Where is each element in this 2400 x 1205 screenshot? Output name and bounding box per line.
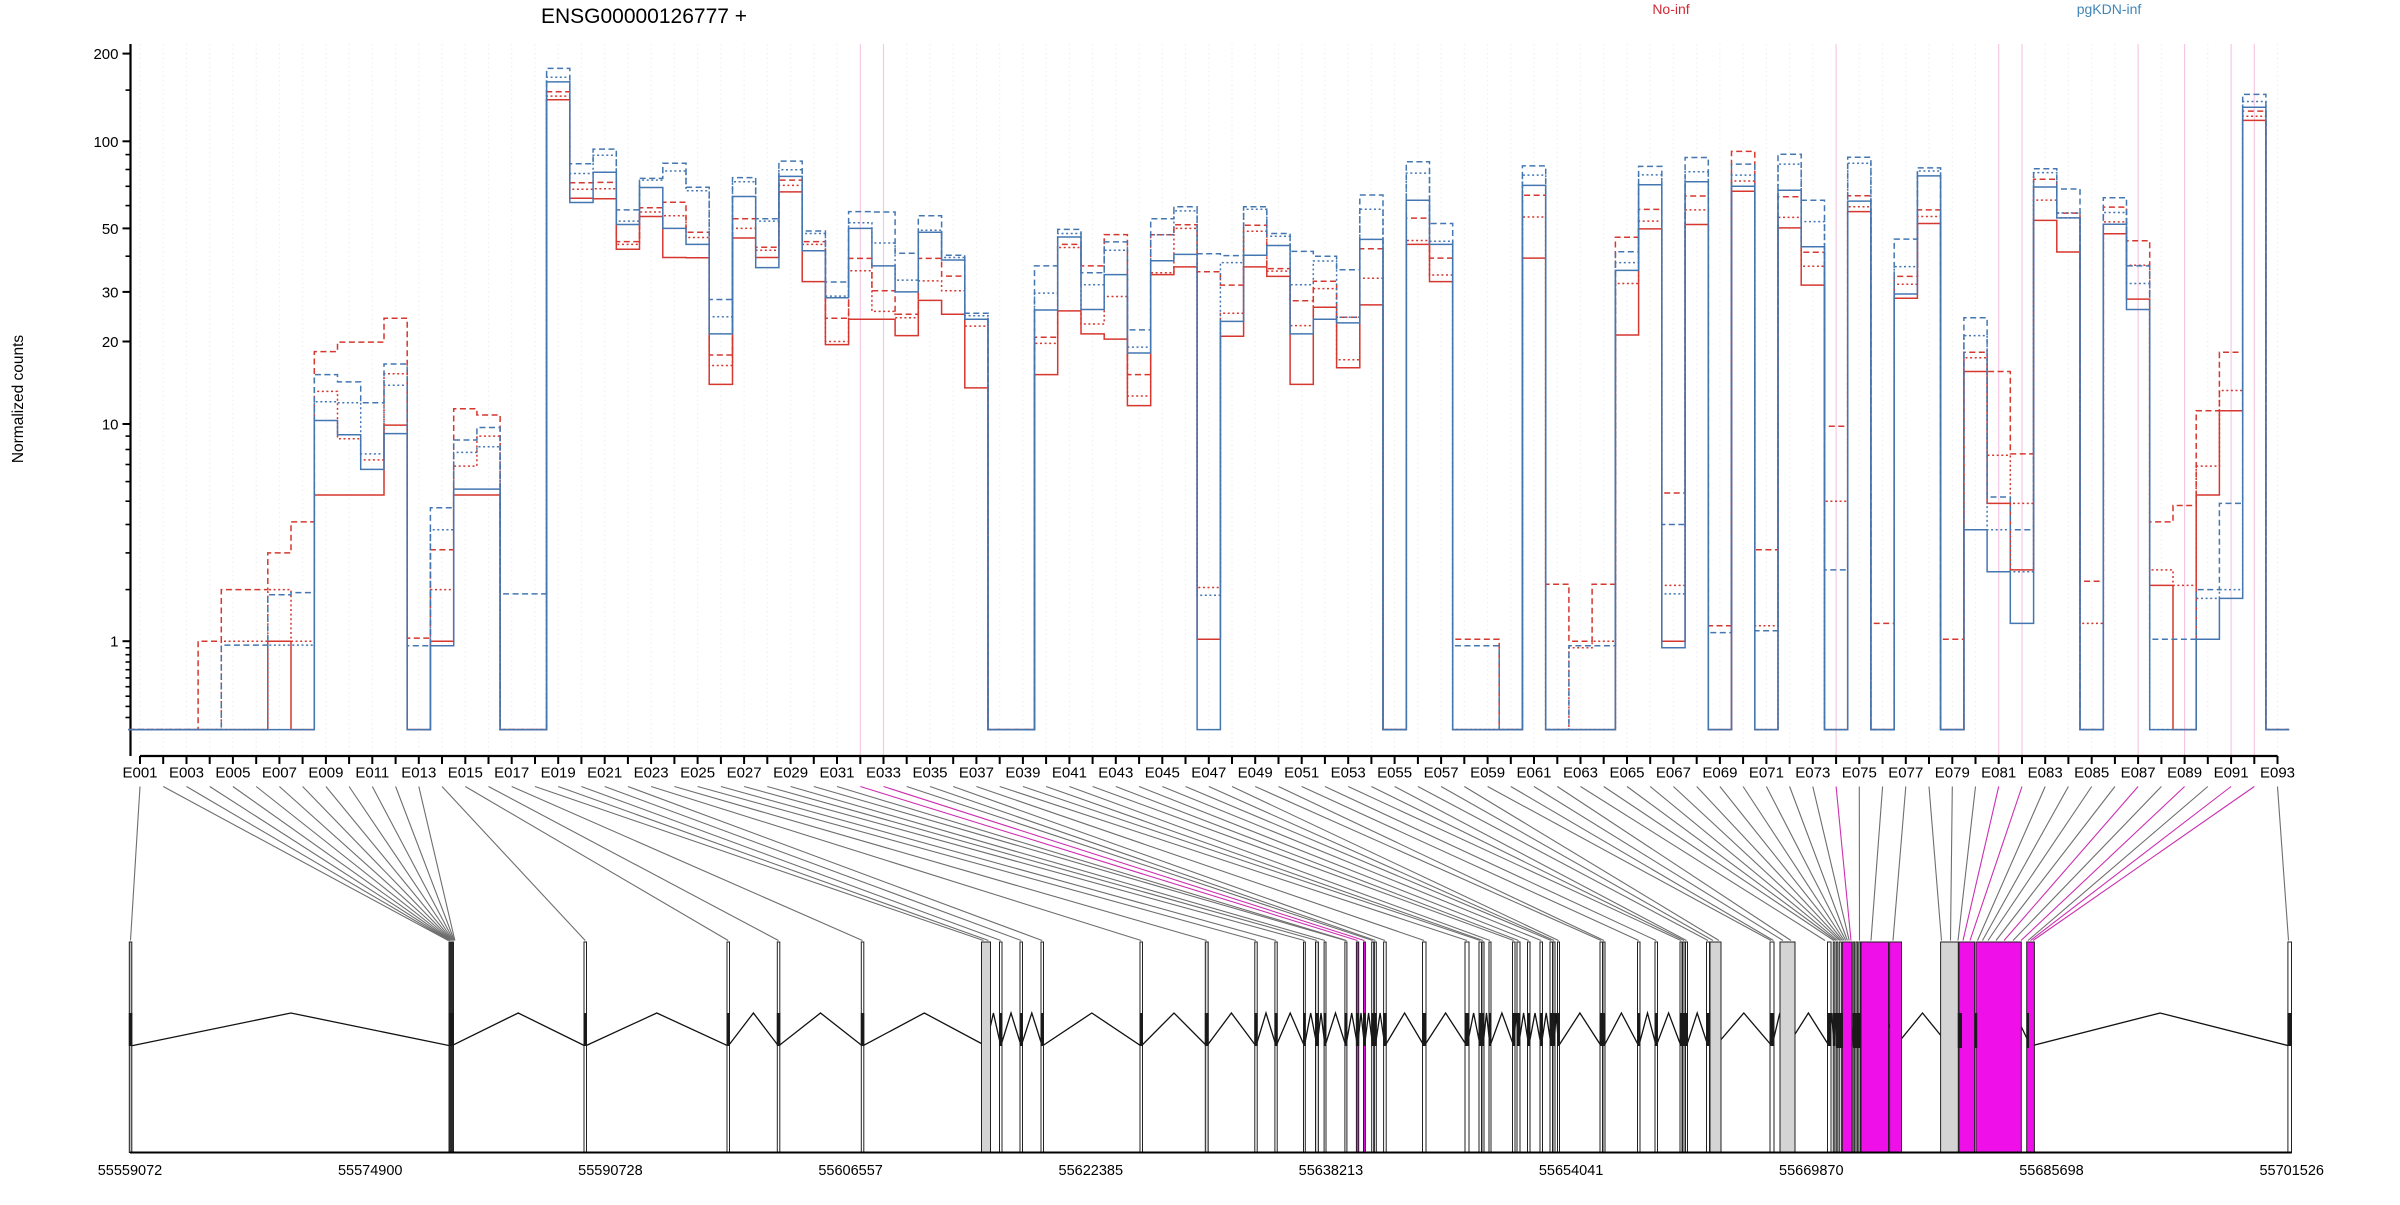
svg-text:55606557: 55606557 — [818, 1163, 883, 1179]
svg-text:55638213: 55638213 — [1299, 1163, 1364, 1179]
svg-text:E009: E009 — [308, 765, 343, 782]
svg-text:E019: E019 — [541, 765, 576, 782]
svg-text:E013: E013 — [401, 765, 436, 782]
svg-text:E003: E003 — [169, 765, 204, 782]
svg-text:E043: E043 — [1098, 765, 1133, 782]
svg-text:E033: E033 — [866, 765, 901, 782]
svg-text:E035: E035 — [912, 765, 947, 782]
svg-text:1: 1 — [110, 634, 118, 651]
svg-text:E037: E037 — [959, 765, 994, 782]
svg-text:55669870: 55669870 — [1779, 1163, 1844, 1179]
svg-text:E085: E085 — [2074, 765, 2109, 782]
svg-text:200: 200 — [93, 46, 118, 63]
svg-text:E067: E067 — [1656, 765, 1691, 782]
svg-text:E063: E063 — [1563, 765, 1598, 782]
svg-text:E005: E005 — [215, 765, 250, 782]
svg-text:pgKDN-inf: pgKDN-inf — [2077, 1, 2142, 17]
svg-text:E053: E053 — [1331, 765, 1366, 782]
svg-text:E069: E069 — [1702, 765, 1737, 782]
svg-text:E007: E007 — [262, 765, 297, 782]
svg-text:ENSG00000126777 +: ENSG00000126777 + — [541, 5, 747, 28]
svg-text:55685698: 55685698 — [2019, 1163, 2084, 1179]
svg-text:E045: E045 — [1145, 765, 1180, 782]
svg-text:No-inf: No-inf — [1652, 1, 1689, 17]
svg-text:E015: E015 — [448, 765, 483, 782]
svg-text:E039: E039 — [1005, 765, 1040, 782]
svg-text:E051: E051 — [1284, 765, 1319, 782]
svg-text:E057: E057 — [1424, 765, 1459, 782]
svg-text:20: 20 — [102, 334, 119, 351]
svg-text:E017: E017 — [494, 765, 529, 782]
svg-text:E089: E089 — [2167, 765, 2202, 782]
svg-text:E061: E061 — [1516, 765, 1551, 782]
svg-text:E065: E065 — [1609, 765, 1644, 782]
svg-text:E073: E073 — [1795, 765, 1830, 782]
svg-text:Normalized counts: Normalized counts — [10, 335, 27, 464]
svg-text:E075: E075 — [1842, 765, 1877, 782]
svg-text:55574900: 55574900 — [338, 1163, 403, 1179]
svg-text:E049: E049 — [1238, 765, 1273, 782]
svg-text:E071: E071 — [1749, 765, 1784, 782]
svg-text:E001: E001 — [122, 765, 157, 782]
svg-text:E025: E025 — [680, 765, 715, 782]
svg-text:E077: E077 — [1888, 765, 1923, 782]
svg-text:30: 30 — [102, 284, 119, 301]
svg-text:55654041: 55654041 — [1539, 1163, 1604, 1179]
svg-text:E027: E027 — [727, 765, 762, 782]
svg-text:E091: E091 — [2214, 765, 2249, 782]
svg-text:E029: E029 — [773, 765, 808, 782]
svg-text:E023: E023 — [634, 765, 669, 782]
svg-text:E059: E059 — [1470, 765, 1505, 782]
svg-text:E083: E083 — [2028, 765, 2063, 782]
svg-text:50: 50 — [102, 221, 119, 238]
svg-text:55590728: 55590728 — [578, 1163, 643, 1179]
svg-text:55622385: 55622385 — [1059, 1163, 1124, 1179]
svg-text:E041: E041 — [1052, 765, 1087, 782]
svg-text:100: 100 — [93, 134, 118, 151]
svg-text:E087: E087 — [2121, 765, 2156, 782]
svg-text:E011: E011 — [355, 765, 389, 782]
svg-text:E081: E081 — [1981, 765, 2016, 782]
svg-text:55559072: 55559072 — [98, 1163, 163, 1179]
svg-text:E047: E047 — [1191, 765, 1226, 782]
svg-text:55701526: 55701526 — [2259, 1163, 2324, 1179]
svg-text:E079: E079 — [1935, 765, 1970, 782]
svg-text:E055: E055 — [1377, 765, 1412, 782]
svg-text:E021: E021 — [587, 765, 622, 782]
svg-text:E031: E031 — [819, 765, 854, 782]
svg-text:E093: E093 — [2260, 765, 2295, 782]
svg-text:10: 10 — [102, 417, 119, 434]
